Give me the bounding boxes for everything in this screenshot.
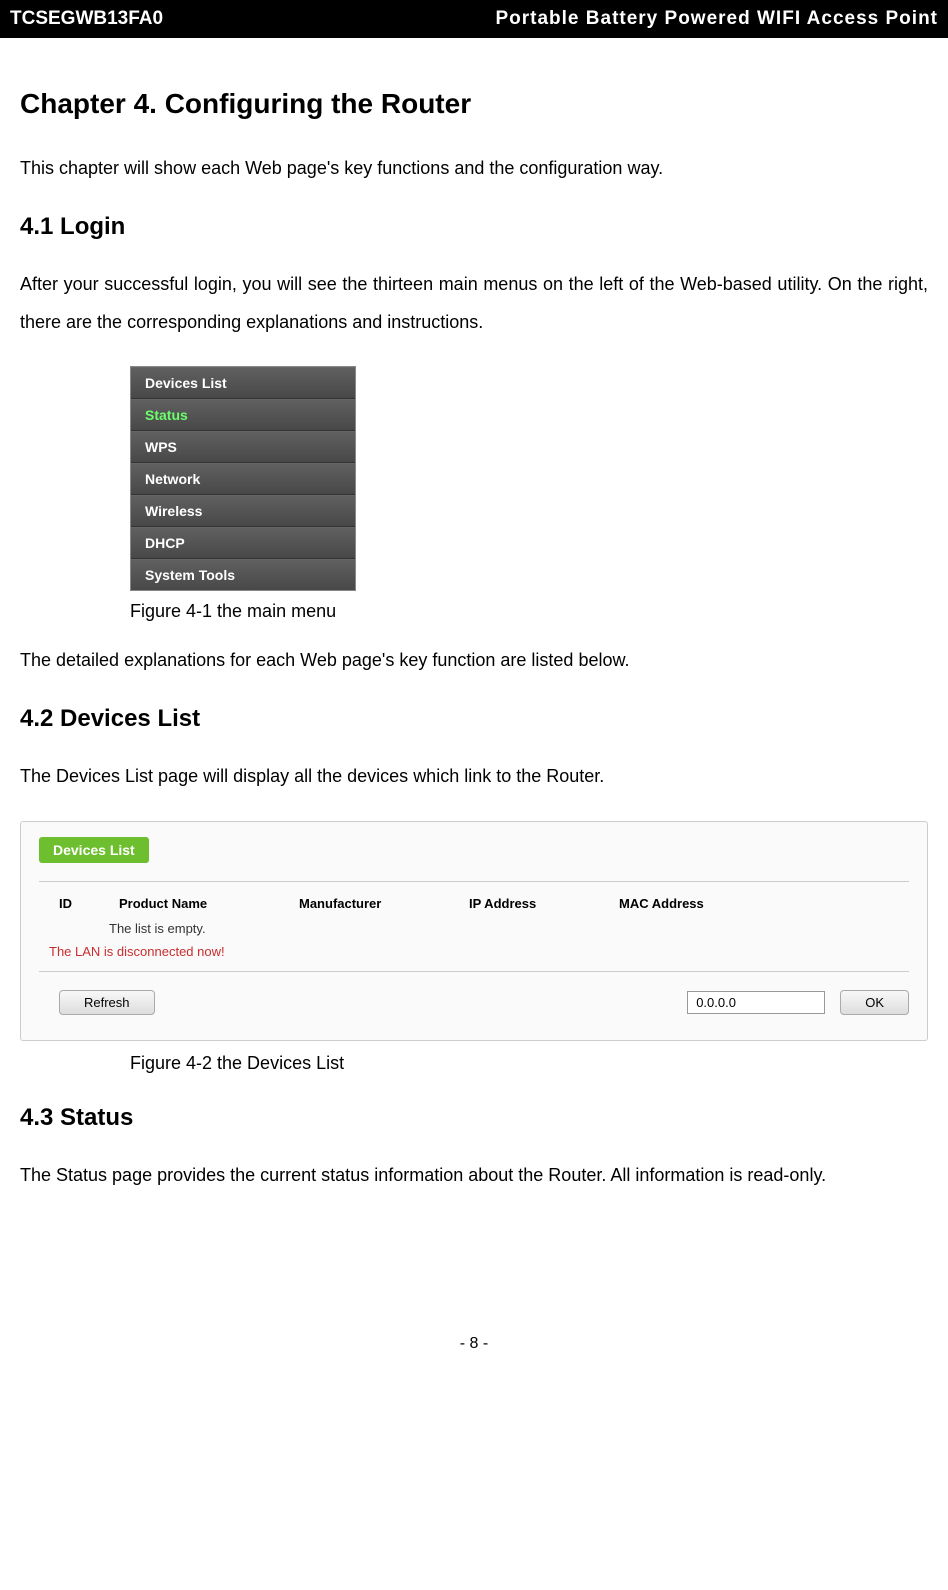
main-menu-screenshot: Devices List Status WPS Network Wireless… — [130, 366, 356, 591]
devices-list-panel: Devices List ID Product Name Manufacture… — [20, 821, 928, 1041]
col-mac-address: MAC Address — [619, 896, 769, 911]
doc-title: Portable Battery Powered WIFI Access Poi… — [163, 8, 938, 30]
menu-item-status: Status — [131, 399, 355, 431]
section-4-2-para: The Devices List page will display all t… — [20, 758, 928, 796]
panel-controls: Refresh OK — [39, 990, 909, 1015]
section-4-3-heading: 4.3 Status — [20, 1104, 928, 1132]
section-4-1-after: The detailed explanations for each Web p… — [20, 642, 928, 680]
ip-input[interactable] — [687, 991, 825, 1014]
figure-4-2-caption: Figure 4-2 the Devices List — [130, 1053, 928, 1074]
section-4-1-para: After your successful login, you will se… — [20, 266, 928, 342]
section-4-1-heading: 4.1 Login — [20, 213, 928, 241]
divider — [39, 881, 909, 882]
divider — [39, 971, 909, 972]
ok-button[interactable]: OK — [840, 990, 909, 1015]
figure-4-1: Devices List Status WPS Network Wireless… — [130, 366, 928, 591]
chapter-title: Chapter 4. Configuring the Router — [20, 88, 928, 120]
section-4-2-heading: 4.2 Devices List — [20, 705, 928, 733]
menu-item-network: Network — [131, 463, 355, 495]
figure-4-1-caption: Figure 4-1 the main menu — [130, 601, 928, 622]
refresh-button[interactable]: Refresh — [59, 990, 155, 1015]
doc-header: TCSEGWB13FA0 Portable Battery Powered WI… — [0, 0, 948, 38]
col-manufacturer: Manufacturer — [299, 896, 469, 911]
menu-item-wireless: Wireless — [131, 495, 355, 527]
section-4-3-para: The Status page provides the current sta… — [20, 1157, 928, 1195]
col-ip-address: IP Address — [469, 896, 619, 911]
model-code: TCSEGWB13FA0 — [10, 8, 163, 30]
panel-title: Devices List — [39, 837, 149, 863]
menu-item-devices-list: Devices List — [131, 367, 355, 399]
page-number: - 8 - — [20, 1335, 928, 1378]
col-id: ID — [59, 896, 119, 911]
menu-item-dhcp: DHCP — [131, 527, 355, 559]
empty-message: The list is empty. — [39, 917, 909, 940]
chapter-intro: This chapter will show each Web page's k… — [20, 150, 928, 188]
menu-item-wps: WPS — [131, 431, 355, 463]
disconnect-message: The LAN is disconnected now! — [39, 940, 909, 963]
table-headers: ID Product Name Manufacturer IP Address … — [39, 890, 909, 917]
menu-item-system-tools: System Tools — [131, 559, 355, 590]
col-product-name: Product Name — [119, 896, 299, 911]
